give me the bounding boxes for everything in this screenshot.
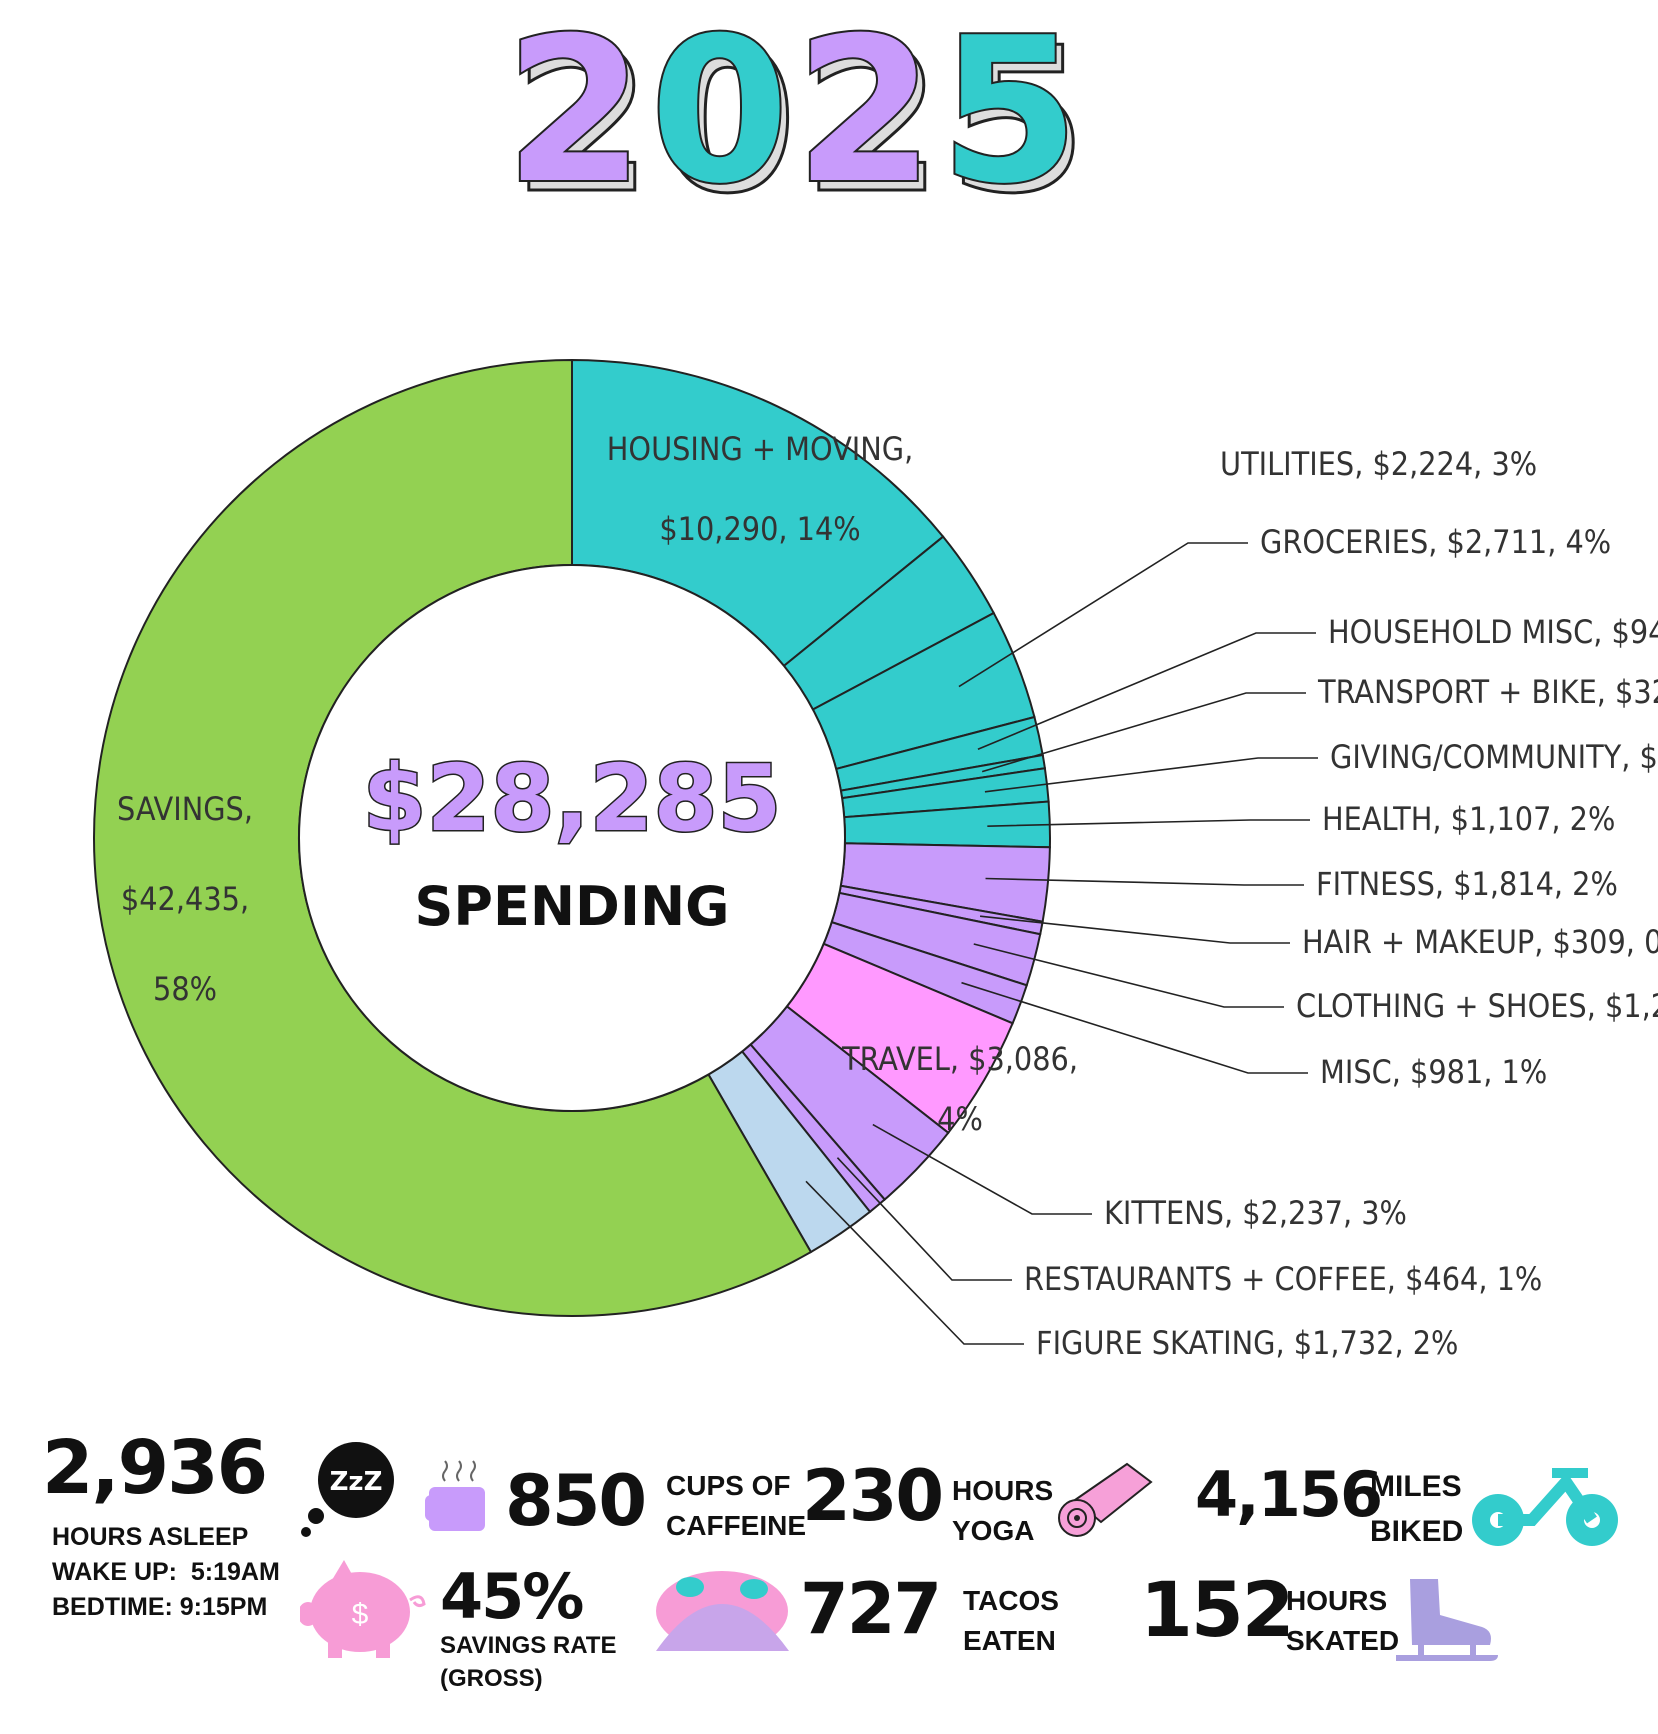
label-kittens: KITTENS, $2,237, 3% <box>1104 1194 1407 1232</box>
caffeine-value: 850 <box>505 1460 647 1542</box>
label-utilities: UTILITIES, $2,224, 3% <box>1220 445 1537 483</box>
label-clothing-shoes: CLOTHING + SHOES, $1,281, 2% <box>1296 987 1658 1025</box>
label-figure-skating: FIGURE SKATING, $1,732, 2% <box>1036 1324 1458 1362</box>
title-digit-shadow: 2 <box>803 10 942 230</box>
title-digit: 2 <box>795 10 934 228</box>
yoga-mat-icon <box>1058 1462 1153 1537</box>
label-housing-moving: HOUSING + MOVING, <box>607 430 914 468</box>
label-household-misc: HOUSEHOLD MISC, $943, 1% <box>1328 613 1658 651</box>
savings-rate-value: 45% <box>440 1560 584 1633</box>
label-groceries: GROCERIES, $2,711, 4% <box>1260 523 1611 561</box>
spending-donut-chart: HOUSING + MOVING, $10,290, 14% UTILITIES, … <box>93 358 1658 1362</box>
sleep-hours-value: 2,936 <box>42 1425 268 1511</box>
leader-line-clothing-shoes <box>973 943 1284 1008</box>
tacos-value: 727 <box>800 1568 942 1650</box>
sleep-bubble-icon: ZzZ <box>301 1442 394 1537</box>
savings-rate-label-1: SAVINGS RATE <box>440 1632 617 1659</box>
label-savings-2: $42,435, <box>121 880 249 918</box>
label-savings: SAVINGS, <box>117 790 253 828</box>
title-digit: 2 <box>505 10 644 228</box>
piggy-bank-symbol: $ <box>352 1598 369 1631</box>
yoga-label-1: HOURS <box>952 1475 1054 1506</box>
label-travel: TRAVEL, $3,086, <box>841 1040 1078 1078</box>
label-transport-bike: TRANSPORT + BIKE, $324, 0% <box>1317 673 1658 711</box>
skated-label-2: SKATED <box>1286 1625 1400 1656</box>
label-misc: MISC, $981, 1% <box>1320 1053 1547 1091</box>
leader-line-misc <box>961 981 1308 1074</box>
tacos-label-1: TACOS <box>963 1585 1059 1616</box>
title-digit-shadow: 5 <box>948 10 1087 230</box>
leader-line-transport-bike <box>981 692 1306 773</box>
leader-line-figure-skating <box>805 1180 1024 1345</box>
leader-line-hair-makeup <box>979 915 1290 944</box>
label-hair-makeup: HAIR + MAKEUP, $309, 0% <box>1302 923 1658 961</box>
savings-rate-label-2: (GROSS) <box>440 1665 543 1692</box>
skated-label-1: HOURS <box>1286 1585 1388 1616</box>
center-label: SPENDING <box>415 875 730 938</box>
label-savings-3: 58% <box>153 970 217 1008</box>
leader-line-kittens <box>872 1123 1092 1215</box>
label-travel-2: 4% <box>937 1100 983 1138</box>
label-restaurants-coffee: RESTAURANTS + COFFEE, $464, 1% <box>1024 1260 1542 1298</box>
biked-label-2: BIKED <box>1370 1515 1464 1548</box>
leader-line-household-misc <box>977 632 1316 751</box>
label-giving-community: GIVING/COMMUNITY, $812, 1% <box>1330 738 1658 776</box>
biked-value: 4,156 <box>1195 1458 1383 1531</box>
center-total: $28,285 <box>362 745 781 852</box>
coffee-cup-icon <box>425 1460 485 1531</box>
sleep-bubble-text: ZzZ <box>330 1467 383 1497</box>
piggy-bank-icon: $ <box>300 1560 426 1658</box>
title-digit: 5 <box>940 10 1079 228</box>
yoga-value: 230 <box>802 1455 944 1537</box>
leader-line-fitness <box>985 877 1304 886</box>
biked-label-1: MILES <box>1370 1470 1462 1503</box>
leader-line-health <box>987 819 1310 827</box>
taco-icon <box>656 1571 789 1651</box>
leader-line-giving-community <box>984 757 1318 793</box>
skated-value: 152 <box>1140 1565 1295 1654</box>
ice-skate-icon <box>1396 1579 1498 1661</box>
yoga-label-2: YOGA <box>952 1515 1035 1546</box>
leader-line-restaurants-coffee <box>836 1157 1012 1281</box>
bike-icon <box>1472 1468 1618 1546</box>
title-digit: 0 <box>650 10 789 228</box>
label-fitness: FITNESS, $1,814, 2% <box>1316 865 1618 903</box>
caffeine-label-1: CUPS OF <box>666 1470 791 1501</box>
tacos-label-2: EATEN <box>963 1625 1056 1656</box>
title-digit-shadow: 0 <box>658 10 797 230</box>
donut-hole <box>298 564 846 1112</box>
bedtime: BEDTIME: 9:15PM <box>52 1593 268 1621</box>
title-digit-shadow: 2 <box>513 10 652 230</box>
label-health: HEALTH, $1,107, 2% <box>1322 800 1615 838</box>
label-housing-moving-2: $10,290, 14% <box>659 510 860 548</box>
caffeine-label-2: CAFFEINE <box>666 1510 806 1541</box>
sleep-hours-label: HOURS ASLEEP <box>52 1523 249 1551</box>
leader-line-groceries <box>958 542 1248 688</box>
wake-up-time: WAKE UP: 5:19AM <box>52 1558 280 1586</box>
title-year: 22 00 22 55 <box>503 10 1089 230</box>
